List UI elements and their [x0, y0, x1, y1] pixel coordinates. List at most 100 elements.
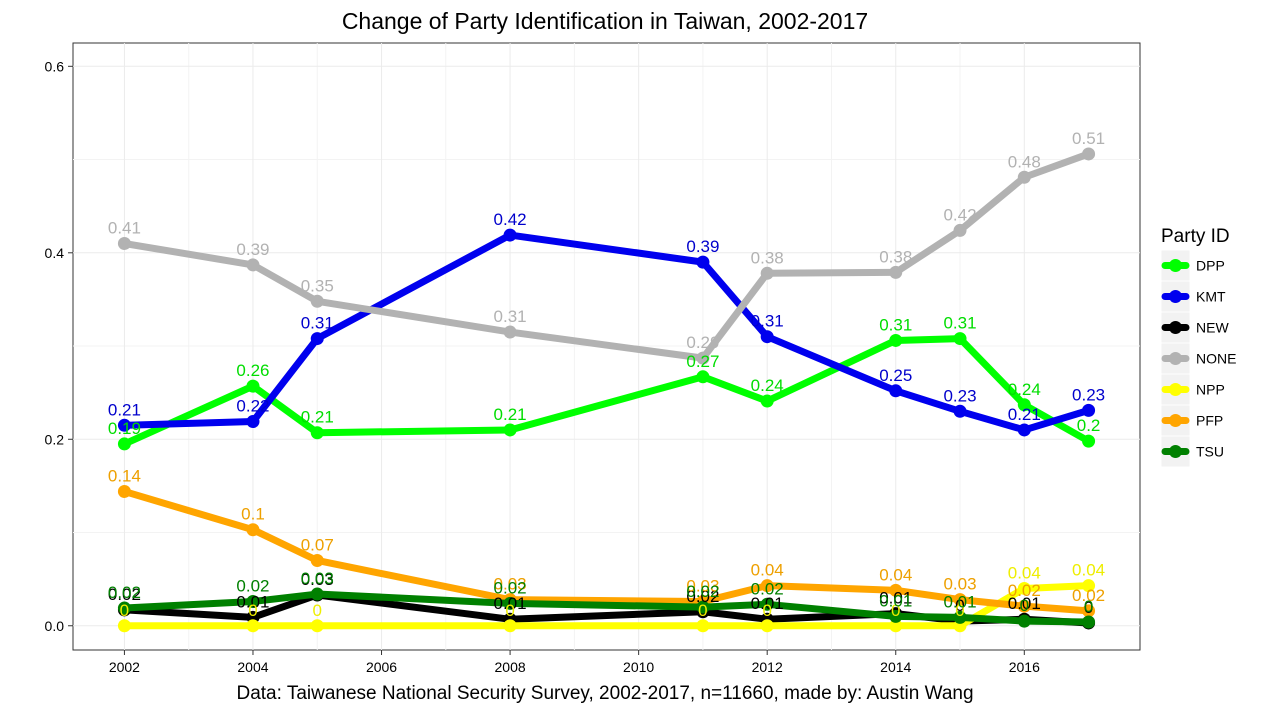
data-label-kmt: 0.39	[686, 237, 719, 256]
data-label-npp: 0	[891, 601, 900, 620]
x-tick-label: 2014	[880, 659, 911, 675]
legend-point-new	[1169, 321, 1182, 334]
data-point-tsu	[246, 595, 260, 609]
data-point-kmt	[1017, 423, 1031, 437]
data-point-tsu	[889, 609, 903, 623]
x-tick-label: 2016	[1009, 659, 1040, 675]
data-point-npp	[310, 619, 324, 633]
legend-point-npp	[1169, 383, 1182, 396]
data-point-tsu	[117, 601, 131, 615]
data-label-kmt: 0.42	[494, 210, 527, 229]
data-label-pfp: 0.04	[751, 561, 784, 580]
data-label-dpp: 0.31	[879, 315, 912, 334]
x-tick-label: 2012	[752, 659, 783, 675]
y-tick-label: 0.0	[45, 618, 65, 634]
data-label-pfp: 0.1	[241, 505, 265, 524]
legend-label-npp: NPP	[1196, 382, 1225, 398]
data-label-kmt: 0.22	[236, 397, 269, 416]
data-point-kmt	[953, 404, 967, 418]
chart-caption: Data: Taiwanese National Security Survey…	[236, 683, 973, 704]
data-label-dpp: 0.21	[301, 408, 334, 427]
data-point-tsu	[696, 600, 710, 614]
legend-label-tsu: TSU	[1196, 444, 1224, 460]
data-label-pfp: 0.04	[879, 565, 912, 584]
data-point-pfp	[760, 579, 774, 593]
legend-point-dpp	[1169, 259, 1182, 272]
legend-point-pfp	[1169, 414, 1182, 427]
data-label-tsu: 0.02	[686, 582, 719, 601]
data-label-new: 0.01	[236, 592, 269, 611]
data-label-tsu: 0.01	[879, 591, 912, 610]
data-point-dpp	[1082, 434, 1096, 448]
data-point-npp	[246, 619, 260, 633]
legend-point-kmt	[1169, 290, 1182, 303]
data-label-pfp: 0.07	[301, 535, 334, 554]
legend-label-dpp: DPP	[1196, 258, 1225, 274]
data-label-npp: 0	[955, 601, 964, 620]
data-label-npp: 0	[505, 601, 514, 620]
data-label-none: 0.42	[943, 205, 976, 224]
data-point-dpp	[1017, 398, 1031, 412]
x-tick-label: 2004	[237, 659, 268, 675]
data-label-npp: 0	[762, 601, 771, 620]
data-point-npp	[117, 619, 131, 633]
data-label-dpp: 0.19	[108, 419, 141, 438]
data-label-pfp: 0.02	[1008, 581, 1041, 600]
data-label-kmt: 0.21	[108, 400, 141, 419]
data-point-none	[503, 325, 517, 339]
data-label-layer: 0.19 0.26 0.21 0.21 0.27 0.24 0.31 0.31 0.24 0.2 0…	[108, 129, 1105, 620]
data-label-new: 0	[955, 596, 964, 615]
data-label-none: 0.29	[686, 333, 719, 352]
y-tick-label: 0.4	[45, 245, 65, 261]
data-label-new: 0.03	[301, 570, 334, 589]
data-label-npp: 0	[248, 601, 257, 620]
data-label-none: 0.35	[301, 276, 334, 295]
data-label-tsu: 0.02	[236, 577, 269, 596]
legend-label-none: NONE	[1196, 351, 1236, 367]
data-point-npp	[503, 619, 517, 633]
data-point-dpp	[246, 379, 260, 393]
series-line-none	[120, 150, 1093, 362]
data-label-new: 0.02	[686, 587, 719, 606]
x-tick-label: 2008	[495, 659, 526, 675]
data-label-new: 0.01	[751, 594, 784, 613]
data-label-new: 0.01	[494, 594, 527, 613]
data-label-dpp: 0.31	[943, 314, 976, 333]
data-point-dpp	[117, 437, 131, 451]
data-point-kmt	[117, 418, 131, 432]
data-point-npp	[696, 619, 710, 633]
data-label-tsu: 0.01	[943, 592, 976, 611]
data-point-none	[760, 266, 774, 280]
data-label-none: 0.38	[751, 248, 784, 267]
data-point-tsu	[503, 596, 517, 610]
data-point-dpp	[953, 332, 967, 346]
data-point-dpp	[503, 423, 517, 437]
data-label-tsu: 0.02	[751, 579, 784, 598]
data-label-kmt: 0.21	[1008, 405, 1041, 424]
data-label-pfp: 0.02	[1072, 586, 1105, 605]
data-label-dpp: 0.21	[494, 405, 527, 424]
data-point-tsu	[310, 587, 324, 601]
data-point-pfp	[117, 484, 131, 498]
data-label-npp: 0.04	[1072, 561, 1105, 580]
data-point-kmt	[1082, 403, 1096, 417]
data-point-kmt	[696, 255, 710, 269]
y-tick-label: 0.2	[45, 431, 65, 447]
data-label-npp: 0	[120, 601, 129, 620]
data-label-tsu: 0	[1020, 596, 1029, 615]
data-point-dpp	[889, 333, 903, 347]
data-label-new: 0.01	[1008, 594, 1041, 613]
data-point-none	[696, 351, 710, 365]
data-point-npp	[1082, 579, 1096, 593]
data-point-pfp	[310, 553, 324, 567]
series-line-tsu	[120, 590, 1093, 626]
legend-title: Party ID	[1161, 226, 1230, 247]
data-point-kmt	[760, 330, 774, 344]
axis-layer: 2002 2004 2006 2008 2010 2012 2014 2016 0.0 0.2 0.…	[45, 58, 1041, 675]
data-label-dpp: 0.24	[1008, 380, 1041, 399]
data-point-kmt	[246, 415, 260, 429]
data-label-kmt: 0.23	[943, 386, 976, 405]
data-label-kmt: 0.23	[1072, 385, 1105, 404]
data-point-none	[310, 294, 324, 308]
